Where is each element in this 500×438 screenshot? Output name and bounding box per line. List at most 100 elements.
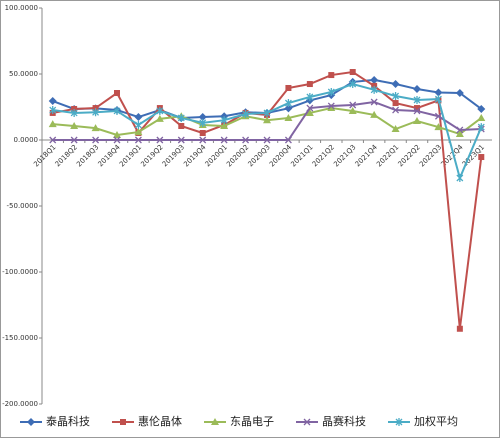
- marker: [134, 120, 142, 129]
- legend-label: 晶赛科技: [322, 414, 366, 428]
- marker: [456, 174, 464, 183]
- marker: [48, 97, 57, 106]
- y-tick-label: 0.0000: [14, 136, 39, 144]
- marker: [455, 89, 464, 98]
- marker: [211, 418, 219, 425]
- marker: [199, 130, 206, 137]
- marker: [284, 104, 293, 113]
- marker: [391, 80, 400, 89]
- y-tick-label: -150.0000: [2, 334, 38, 342]
- marker: [327, 102, 335, 110]
- marker: [370, 98, 378, 106]
- marker: [306, 92, 314, 101]
- marker: [91, 124, 100, 132]
- marker: [327, 104, 336, 112]
- marker: [477, 113, 486, 121]
- marker: [391, 125, 400, 133]
- marker: [242, 109, 250, 118]
- y-tick-label: -50.0000: [7, 202, 38, 210]
- marker: [395, 418, 403, 426]
- marker: [92, 105, 99, 112]
- marker: [413, 96, 421, 105]
- marker: [263, 108, 271, 117]
- marker: [263, 136, 271, 144]
- y-tick-label: -100.0000: [2, 268, 38, 276]
- marker: [455, 130, 464, 138]
- marker: [49, 136, 57, 144]
- marker: [114, 90, 120, 97]
- marker: [198, 113, 207, 122]
- marker: [413, 107, 421, 115]
- legend-label: 东晶电子: [230, 415, 274, 428]
- marker: [477, 104, 486, 113]
- marker: [456, 126, 464, 134]
- marker: [478, 154, 485, 161]
- marker: [113, 130, 121, 138]
- marker: [48, 120, 57, 128]
- marker: [178, 123, 185, 130]
- y-tick-label: -200.0000: [2, 400, 38, 408]
- marker: [284, 99, 292, 108]
- marker: [134, 136, 142, 144]
- marker: [49, 106, 57, 115]
- marker: [414, 105, 420, 112]
- marker: [392, 106, 400, 114]
- marker: [27, 418, 35, 426]
- marker: [177, 136, 185, 144]
- marker: [220, 136, 228, 144]
- legend-label: 惠伦晶体: [138, 414, 182, 428]
- marker: [263, 116, 271, 124]
- marker: [349, 80, 357, 89]
- marker: [370, 85, 378, 94]
- marker: [92, 136, 100, 144]
- marker: [305, 108, 314, 116]
- marker: [434, 112, 442, 120]
- marker: [199, 136, 207, 144]
- marker: [456, 325, 463, 332]
- marker: [284, 136, 292, 144]
- y-tick-label: 100.0000: [5, 4, 38, 12]
- marker: [113, 106, 121, 115]
- marker: [220, 116, 228, 125]
- marker: [434, 123, 443, 131]
- marker: [70, 136, 78, 144]
- marker: [303, 418, 311, 426]
- marker: [155, 114, 164, 122]
- marker: [328, 72, 335, 79]
- marker: [306, 81, 313, 88]
- marker: [92, 108, 100, 117]
- marker: [349, 101, 357, 109]
- marker: [413, 116, 421, 124]
- marker: [413, 85, 421, 94]
- marker: [199, 118, 207, 127]
- marker: [134, 128, 143, 136]
- marker: [242, 136, 250, 144]
- marker: [370, 75, 379, 84]
- marker: [392, 100, 399, 107]
- marker: [477, 123, 485, 132]
- y-tick-label: 50.0000: [9, 70, 38, 78]
- marker: [434, 88, 443, 97]
- marker: [434, 95, 442, 104]
- marker: [220, 122, 229, 130]
- marker: [392, 92, 400, 101]
- legend-label: 加权平均: [414, 415, 458, 428]
- marker: [306, 104, 314, 112]
- legend-label: 泰晶科技: [46, 414, 90, 428]
- marker: [327, 87, 335, 96]
- marker: [284, 113, 293, 121]
- marker: [370, 110, 379, 118]
- marker: [134, 113, 143, 122]
- marker: [120, 419, 126, 425]
- marker: [177, 113, 185, 122]
- marker: [285, 84, 292, 91]
- marker: [113, 136, 121, 144]
- marker: [348, 106, 357, 114]
- marker: [156, 136, 164, 144]
- marker: [349, 69, 356, 76]
- marker: [70, 108, 78, 117]
- marker: [70, 122, 79, 130]
- marker: [156, 106, 164, 115]
